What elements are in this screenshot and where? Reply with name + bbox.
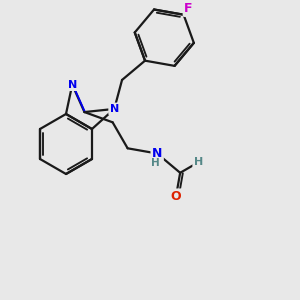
Text: H: H [151, 158, 160, 168]
Text: O: O [171, 190, 181, 203]
Text: H: H [194, 157, 203, 167]
Text: N: N [68, 80, 77, 90]
Text: N: N [110, 104, 119, 114]
Text: F: F [184, 2, 193, 16]
Text: N: N [152, 147, 162, 160]
